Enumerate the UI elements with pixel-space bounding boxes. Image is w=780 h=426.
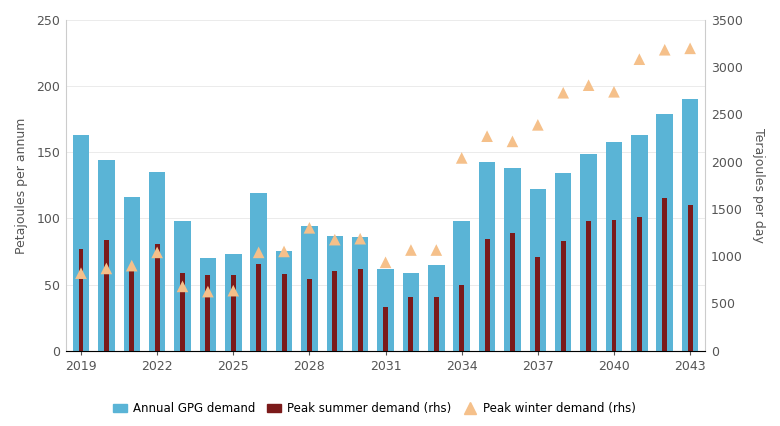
Peak winter demand (rhs)	[202, 288, 215, 295]
Bar	[231, 275, 236, 351]
Bar	[98, 160, 115, 351]
Peak winter demand (rhs)	[583, 82, 595, 89]
Peak winter demand (rhs)	[151, 249, 163, 256]
Peak winter demand (rhs)	[176, 283, 189, 290]
Peak winter demand (rhs)	[633, 56, 646, 63]
Bar	[453, 221, 470, 351]
Bar	[428, 265, 445, 351]
Peak winter demand (rhs)	[278, 248, 290, 255]
Bar	[662, 198, 667, 351]
Bar	[200, 258, 216, 351]
Bar	[580, 154, 597, 351]
Bar	[358, 269, 363, 351]
Bar	[73, 135, 89, 351]
Bar	[606, 142, 622, 351]
Bar	[561, 241, 565, 351]
Bar	[682, 99, 698, 351]
Bar	[104, 240, 109, 351]
Bar	[123, 197, 140, 351]
Y-axis label: Terajoules per day: Terajoules per day	[752, 128, 765, 243]
Peak winter demand (rhs)	[328, 236, 341, 243]
Peak winter demand (rhs)	[684, 45, 697, 52]
Peak winter demand (rhs)	[608, 88, 620, 95]
Bar	[409, 297, 413, 351]
Bar	[332, 271, 337, 351]
Bar	[383, 307, 388, 351]
Bar	[180, 273, 185, 351]
Peak winter demand (rhs)	[75, 270, 87, 276]
Bar	[256, 264, 261, 351]
Peak winter demand (rhs)	[480, 133, 493, 140]
Y-axis label: Petajoules per annum: Petajoules per annum	[15, 117, 28, 253]
Bar	[479, 161, 495, 351]
Bar	[586, 221, 591, 351]
Bar	[637, 217, 642, 351]
Peak winter demand (rhs)	[227, 287, 239, 294]
Bar	[352, 237, 368, 351]
Bar	[631, 135, 647, 351]
Peak winter demand (rhs)	[532, 121, 544, 128]
Bar	[327, 236, 343, 351]
Peak winter demand (rhs)	[456, 155, 468, 161]
Bar	[174, 221, 191, 351]
Bar	[459, 285, 464, 351]
Bar	[250, 193, 267, 351]
Peak winter demand (rhs)	[303, 225, 316, 231]
Peak winter demand (rhs)	[658, 46, 671, 53]
Bar	[225, 254, 242, 351]
Bar	[612, 220, 616, 351]
Bar	[510, 233, 515, 351]
Bar	[205, 275, 211, 351]
Bar	[484, 239, 490, 351]
Peak winter demand (rhs)	[405, 247, 417, 253]
Bar	[79, 249, 83, 351]
Bar	[154, 245, 160, 351]
Legend: Annual GPG demand, Peak summer demand (rhs), Peak winter demand (rhs): Annual GPG demand, Peak summer demand (r…	[108, 397, 641, 420]
Bar	[282, 274, 286, 351]
Peak winter demand (rhs)	[379, 259, 392, 266]
Bar	[276, 251, 292, 351]
Bar	[504, 168, 521, 351]
Bar	[688, 204, 693, 351]
Bar	[307, 279, 312, 351]
Peak winter demand (rhs)	[354, 235, 367, 242]
Peak winter demand (rhs)	[100, 265, 112, 272]
Bar	[149, 172, 165, 351]
Bar	[535, 257, 541, 351]
Bar	[434, 297, 439, 351]
Peak winter demand (rhs)	[557, 89, 569, 96]
Bar	[378, 269, 394, 351]
Bar	[129, 268, 134, 351]
Bar	[555, 173, 572, 351]
Peak winter demand (rhs)	[126, 262, 138, 269]
Peak winter demand (rhs)	[430, 247, 442, 253]
Peak winter demand (rhs)	[253, 249, 265, 256]
Bar	[402, 273, 419, 351]
Bar	[530, 189, 546, 351]
Bar	[657, 114, 673, 351]
Bar	[301, 226, 317, 351]
Peak winter demand (rhs)	[506, 138, 519, 145]
